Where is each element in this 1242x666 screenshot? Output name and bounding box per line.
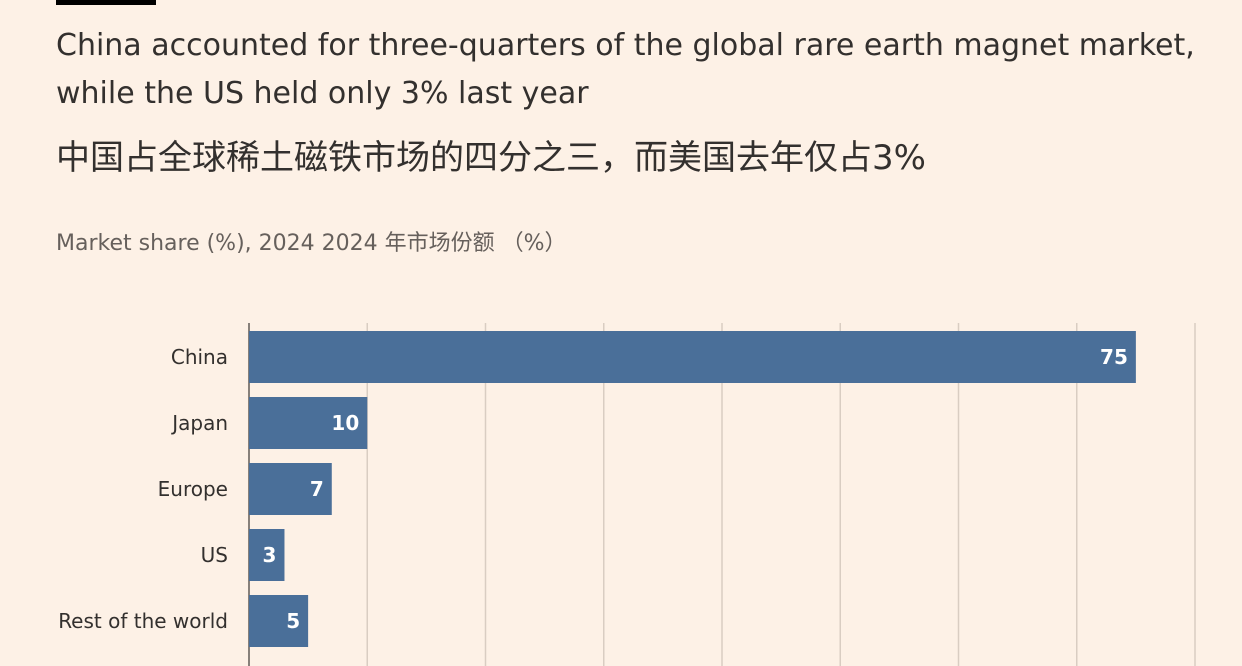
- category-label: Rest of the world: [58, 609, 228, 633]
- value-label: 3: [263, 543, 277, 567]
- label-layer: China 75 Japan 10 Europe 7 US 3 Rest of the worl…: [58, 345, 1128, 633]
- brand-top-bar: [56, 0, 156, 5]
- category-label: Japan: [170, 411, 228, 435]
- category-label: US: [201, 543, 228, 567]
- value-label: 10: [331, 411, 359, 435]
- chart-subtitle: Market share (%), 2024 2024 年市场份额 （%）: [56, 231, 567, 256]
- bar-rest-of-the-world: [249, 595, 309, 647]
- bar-layer: [249, 331, 1136, 647]
- bar-japan: [249, 397, 368, 449]
- chart-title: China accounted for three-quarters of th…: [56, 28, 1195, 111]
- value-label: 7: [310, 477, 324, 501]
- bar-china: [249, 331, 1136, 383]
- bar-europe: [249, 463, 332, 515]
- value-label: 75: [1100, 345, 1128, 369]
- chart-title-chinese: 中国占全球稀土磁铁市场的四分之三，而美国去年仅占3%: [56, 138, 926, 178]
- value-label: 5: [286, 609, 300, 633]
- bar-us: [249, 529, 285, 581]
- category-label: Europe: [158, 477, 228, 501]
- category-label: China: [171, 345, 228, 369]
